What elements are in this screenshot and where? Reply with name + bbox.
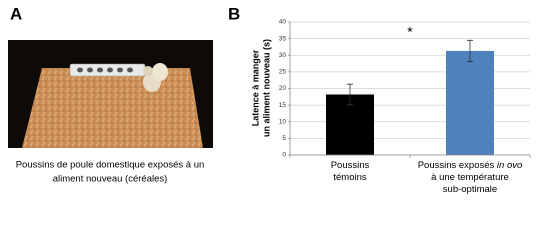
x-tick-label: Poussins <box>331 160 370 171</box>
figure: A Poussins de poule domestique exposés à … <box>8 4 531 195</box>
y-axis-label: un aliment nouveau (s) <box>261 39 271 137</box>
y-tick-label: 20 <box>279 85 287 92</box>
x-tick-label: Poussins exposés in ovo <box>418 160 523 171</box>
x-tick-label: à une température <box>431 172 509 183</box>
label-part: in ovo <box>494 160 522 171</box>
label-part: Poussins exposés <box>418 160 495 171</box>
x-tick-label: sub-optimale <box>443 184 497 195</box>
significance-marker: * <box>407 24 413 40</box>
x-tick-label: témoins <box>333 172 367 183</box>
y-tick-label: 35 <box>279 35 287 42</box>
y-tick-label: 10 <box>279 118 287 125</box>
y-tick-label: 5 <box>282 135 286 142</box>
panel-letter: B <box>228 4 240 23</box>
caption: Poussins de poule domestique exposés à u… <box>16 160 205 171</box>
error-bar <box>347 83 353 106</box>
label-part: à une température <box>431 172 509 183</box>
caption: aliment nouveau (céréales) <box>53 174 168 185</box>
label-part: sub-optimale <box>443 184 497 195</box>
y-tick-label: 0 <box>282 152 286 159</box>
panel-letter: A <box>10 4 22 23</box>
label-part: Poussins <box>331 160 370 171</box>
y-tick-label: 30 <box>279 52 287 59</box>
y-tick-label: 40 <box>279 19 287 26</box>
y-axis-label: Latence à manger <box>250 49 260 126</box>
y-tick-label: 15 <box>279 102 287 109</box>
label-part: témoins <box>333 172 367 183</box>
bar <box>446 50 494 155</box>
y-tick-label: 25 <box>279 69 287 76</box>
photo <box>8 40 213 148</box>
error-bar <box>467 39 473 62</box>
